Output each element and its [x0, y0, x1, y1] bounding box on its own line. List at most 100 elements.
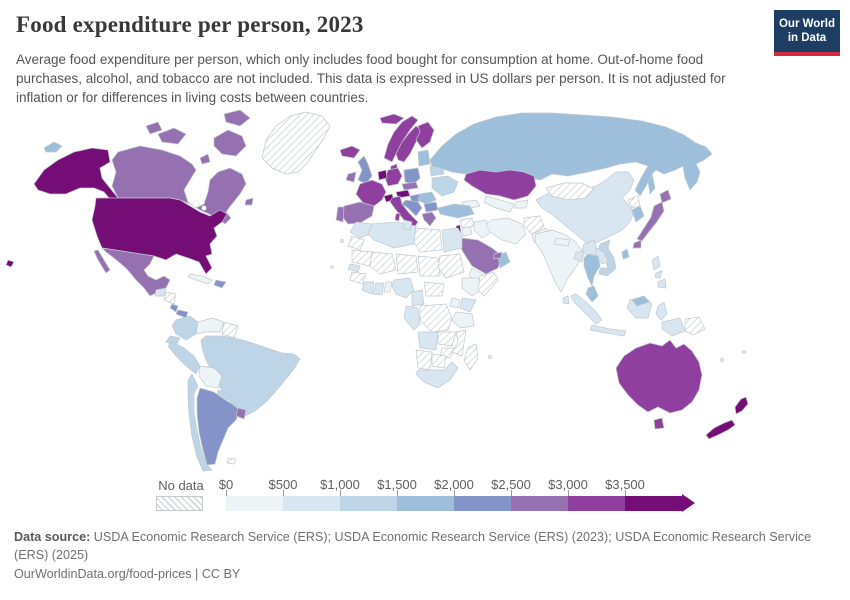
country-angola[interactable]	[417, 331, 439, 351]
country-new-zealand-south[interactable]	[705, 419, 736, 440]
country-colombia[interactable]	[171, 315, 199, 341]
country-syria[interactable]	[459, 217, 475, 229]
country-canada-ellesmere-island[interactable]	[223, 110, 251, 127]
country-cuba[interactable]	[187, 273, 213, 285]
country-canada-victoria-island[interactable]	[157, 127, 187, 145]
legend-no-data-swatch[interactable]	[156, 496, 203, 511]
country-nigeria[interactable]	[391, 277, 415, 299]
country-botswana[interactable]	[431, 353, 447, 369]
country-russia-sakhalin[interactable]	[647, 173, 656, 195]
country-malaysia-borneo[interactable]	[631, 295, 650, 307]
country-united-states-hawaii[interactable]	[5, 259, 15, 268]
country-kenya[interactable]	[459, 297, 477, 313]
country-australia-tasmania[interactable]	[653, 417, 665, 430]
country-japan-honshu[interactable]	[636, 201, 665, 242]
country-gabon-congo[interactable]	[403, 305, 421, 331]
country-chile[interactable]	[187, 373, 213, 472]
country-dominican-republic[interactable]	[213, 279, 227, 289]
country-egypt[interactable]	[441, 227, 463, 253]
country-sri-lanka[interactable]	[562, 295, 570, 305]
country-italy[interactable]	[389, 195, 419, 229]
country-uzbekistan-turkmenistan[interactable]	[483, 195, 515, 213]
owid-logo[interactable]: Our World in Data	[774, 10, 840, 56]
legend-bin-5[interactable]	[511, 496, 568, 511]
country-madagascar[interactable]	[463, 343, 479, 371]
country-indonesia-java[interactable]	[589, 324, 627, 337]
attribution-link[interactable]: OurWorldinData.org/food-prices | CC BY	[14, 567, 241, 581]
country-afghanistan[interactable]	[523, 215, 545, 235]
legend-bin-4[interactable]	[454, 496, 511, 511]
country-tunisia[interactable]	[402, 219, 413, 231]
country-philippines-visayas[interactable]	[654, 270, 663, 279]
country-falkland-islands[interactable]	[226, 457, 237, 465]
country-poland[interactable]	[403, 167, 421, 185]
country-cameroon[interactable]	[411, 289, 425, 307]
country-honduras-nicaragua[interactable]	[163, 291, 177, 305]
country-finland[interactable]	[415, 121, 435, 149]
country-mali[interactable]	[369, 251, 397, 275]
legend-bin-2[interactable]	[340, 496, 397, 511]
country-togo-benin[interactable]	[383, 281, 393, 293]
country-japan-hokkaido[interactable]	[659, 189, 672, 204]
country-philippines-luzon[interactable]	[651, 255, 661, 271]
country-indonesia-sumatra[interactable]	[570, 293, 603, 325]
country-bulgaria[interactable]	[423, 201, 439, 213]
country-jordan[interactable]	[461, 226, 473, 237]
country-mongolia[interactable]	[545, 182, 595, 201]
country-mozambique[interactable]	[451, 329, 467, 357]
country-peru[interactable]	[167, 341, 201, 375]
country-ghana[interactable]	[372, 282, 385, 296]
country-sudan[interactable]	[437, 253, 465, 279]
country-france[interactable]	[355, 179, 387, 207]
country-germany[interactable]	[384, 167, 403, 187]
legend-bin-6[interactable]	[568, 496, 625, 511]
country-benelux[interactable]	[377, 169, 388, 181]
country-ethiopia[interactable]	[461, 277, 485, 297]
country-morocco[interactable]	[349, 221, 373, 239]
country-nepal[interactable]	[553, 237, 571, 247]
legend-bin-0[interactable]	[226, 496, 283, 511]
country-united-kingdom[interactable]	[357, 155, 373, 185]
country-romania[interactable]	[417, 191, 437, 205]
country-malaysia[interactable]	[585, 285, 599, 303]
country-tanzania[interactable]	[451, 311, 475, 329]
country-kazakhstan[interactable]	[463, 169, 537, 201]
country-iran[interactable]	[485, 217, 527, 245]
country-cambodia[interactable]	[598, 267, 611, 277]
country-spain[interactable]	[339, 201, 375, 225]
country-canada-banks-island[interactable]	[145, 121, 163, 135]
country-senegal[interactable]	[347, 263, 361, 273]
legend-bin-3[interactable]	[397, 496, 454, 511]
country-guatemala[interactable]	[154, 287, 167, 297]
country-western-sahara[interactable]	[347, 235, 365, 251]
country-bolivia[interactable]	[198, 365, 223, 389]
country-iceland[interactable]	[339, 145, 361, 159]
country-mexico-baja[interactable]	[93, 249, 111, 274]
country-chad[interactable]	[417, 255, 441, 277]
legend-bin-7[interactable]	[625, 496, 682, 511]
country-papua-new-guinea[interactable]	[684, 316, 706, 336]
country-canada-southampton-island[interactable]	[199, 153, 211, 165]
country-greenland[interactable]	[261, 111, 331, 175]
legend-bin-1[interactable]	[283, 496, 340, 511]
country-new-zealand-north[interactable]	[734, 396, 749, 415]
country-argentina[interactable]	[196, 387, 241, 466]
country-norway[interactable]	[383, 115, 419, 163]
country-portugal[interactable]	[335, 206, 345, 223]
country-thailand[interactable]	[583, 253, 601, 287]
country-central-african-republic[interactable]	[423, 281, 445, 297]
country-philippines-mindanao[interactable]	[657, 278, 667, 289]
country-greece[interactable]	[421, 211, 437, 227]
country-turkey[interactable]	[437, 203, 475, 219]
country-japan-kyushu[interactable]	[632, 239, 642, 249]
country-south-africa[interactable]	[415, 361, 459, 389]
country-italy-sardinia[interactable]	[394, 212, 401, 222]
country-dr-congo[interactable]	[419, 303, 453, 333]
country-south-korea[interactable]	[631, 205, 645, 223]
country-uganda[interactable]	[449, 297, 461, 309]
country-namibia[interactable]	[415, 349, 433, 371]
country-mauritania[interactable]	[351, 249, 373, 267]
country-venezuela[interactable]	[195, 317, 225, 335]
country-united-states-alaska[interactable]	[33, 147, 123, 205]
country-indonesia-papua[interactable]	[661, 317, 686, 337]
